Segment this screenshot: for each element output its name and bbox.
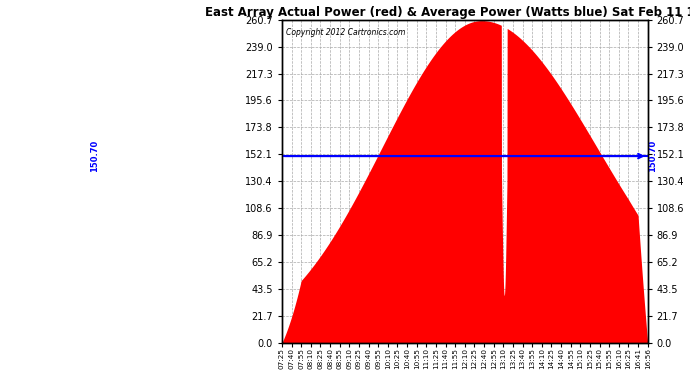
Text: Copyright 2012 Cartronics.com: Copyright 2012 Cartronics.com <box>286 28 405 37</box>
Text: 150.70: 150.70 <box>648 140 657 172</box>
Title: East Array Actual Power (red) & Average Power (Watts blue) Sat Feb 11 17:10: East Array Actual Power (red) & Average … <box>206 6 690 18</box>
Text: 150.70: 150.70 <box>90 140 99 172</box>
